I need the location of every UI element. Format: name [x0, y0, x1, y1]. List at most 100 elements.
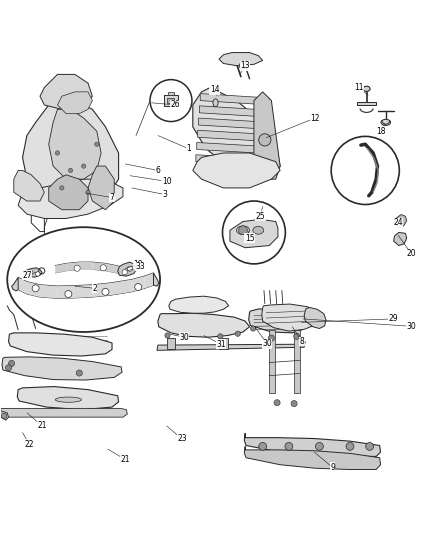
Ellipse shape [381, 119, 391, 125]
Circle shape [259, 134, 271, 146]
Circle shape [32, 285, 39, 292]
Text: 2: 2 [92, 284, 97, 293]
Polygon shape [40, 75, 92, 109]
Polygon shape [357, 102, 376, 105]
Polygon shape [198, 130, 272, 142]
Text: 29: 29 [389, 314, 399, 324]
Text: 14: 14 [210, 85, 219, 94]
Text: 19: 19 [134, 260, 143, 269]
Text: 9: 9 [330, 463, 335, 472]
Polygon shape [18, 179, 123, 219]
Circle shape [331, 136, 399, 205]
Circle shape [366, 442, 374, 450]
Text: 30: 30 [406, 322, 416, 331]
Circle shape [6, 365, 12, 371]
Polygon shape [269, 330, 275, 393]
Circle shape [274, 400, 280, 406]
Circle shape [181, 335, 187, 340]
Circle shape [239, 226, 247, 235]
Text: 31: 31 [216, 340, 226, 349]
Circle shape [95, 142, 99, 147]
Polygon shape [262, 304, 319, 331]
Circle shape [60, 185, 64, 190]
Circle shape [285, 442, 293, 450]
Polygon shape [25, 268, 42, 277]
Polygon shape [219, 338, 228, 350]
Polygon shape [14, 171, 44, 201]
Circle shape [135, 284, 142, 290]
Text: 20: 20 [406, 249, 416, 258]
Polygon shape [66, 262, 79, 271]
Circle shape [76, 370, 82, 376]
Polygon shape [49, 175, 88, 210]
Circle shape [74, 265, 80, 271]
Polygon shape [394, 232, 407, 246]
Polygon shape [169, 296, 229, 313]
Text: 30: 30 [262, 340, 272, 348]
Text: 22: 22 [25, 440, 34, 449]
Circle shape [235, 331, 240, 336]
Circle shape [9, 360, 14, 367]
Polygon shape [244, 433, 381, 456]
Polygon shape [12, 277, 18, 291]
Ellipse shape [239, 62, 247, 69]
Text: 21: 21 [37, 422, 47, 430]
Circle shape [291, 400, 297, 407]
Polygon shape [117, 265, 125, 275]
Circle shape [28, 270, 33, 275]
Polygon shape [145, 273, 153, 288]
Polygon shape [193, 153, 280, 188]
Circle shape [251, 326, 256, 331]
Polygon shape [254, 92, 280, 179]
Text: 26: 26 [170, 100, 180, 109]
Polygon shape [164, 95, 178, 106]
Text: 12: 12 [310, 114, 320, 123]
Ellipse shape [253, 227, 264, 234]
Polygon shape [394, 215, 407, 228]
Text: 23: 23 [177, 434, 187, 443]
Polygon shape [1, 408, 127, 417]
Polygon shape [92, 262, 106, 271]
Polygon shape [304, 308, 326, 328]
Polygon shape [230, 220, 278, 248]
Circle shape [100, 265, 106, 271]
Text: 8: 8 [300, 337, 304, 346]
Polygon shape [55, 263, 66, 273]
Polygon shape [9, 333, 112, 356]
Polygon shape [40, 285, 57, 298]
Polygon shape [294, 330, 300, 393]
Text: 15: 15 [245, 233, 254, 243]
Polygon shape [153, 273, 159, 286]
Polygon shape [92, 283, 110, 297]
Text: 18: 18 [376, 127, 385, 136]
Circle shape [2, 413, 7, 418]
Text: 33: 33 [135, 262, 145, 271]
Polygon shape [197, 142, 273, 154]
Ellipse shape [363, 86, 370, 92]
Circle shape [165, 333, 170, 338]
Polygon shape [168, 92, 174, 95]
Polygon shape [106, 263, 117, 273]
Text: 11: 11 [354, 83, 364, 92]
Polygon shape [75, 285, 92, 298]
Polygon shape [1, 410, 9, 420]
Ellipse shape [7, 227, 160, 332]
Ellipse shape [213, 99, 218, 107]
Circle shape [55, 151, 60, 155]
Text: 25: 25 [256, 212, 265, 221]
Ellipse shape [55, 397, 81, 402]
Text: 6: 6 [155, 166, 160, 175]
Polygon shape [57, 92, 92, 114]
Text: 24: 24 [393, 219, 403, 228]
Circle shape [223, 201, 286, 264]
Polygon shape [2, 357, 122, 380]
Circle shape [346, 442, 354, 450]
Circle shape [127, 266, 133, 271]
Circle shape [65, 290, 72, 297]
Circle shape [268, 335, 275, 341]
Polygon shape [118, 262, 137, 276]
Polygon shape [158, 313, 250, 337]
Circle shape [122, 270, 127, 275]
Text: 10: 10 [162, 177, 171, 186]
Text: 1: 1 [186, 144, 191, 153]
